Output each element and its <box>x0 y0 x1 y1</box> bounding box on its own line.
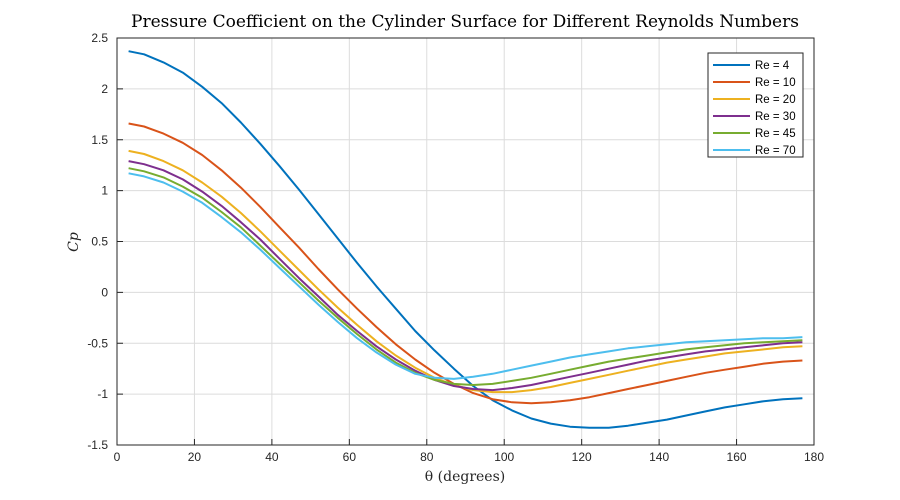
tick-labels: 0 20 40 60 80 100 120 140 160 180 2.5 2 1.5 1 0.5 0 -0.5… <box>87 31 824 464</box>
y-tick-label: -1 <box>97 387 108 401</box>
legend: Re = 4 Re = 10 Re = 20 Re = 30 Re = 45 Re = 7… <box>707 52 804 158</box>
y-tick-label: 0.5 <box>91 235 108 249</box>
legend-box <box>707 52 804 158</box>
series-layer <box>128 50 803 429</box>
x-axis-label: θ (degrees) <box>425 469 505 485</box>
legend-label-3: Re = 30 <box>755 111 796 123</box>
x-tick-label: 0 <box>114 450 121 464</box>
x-tick-label: 180 <box>804 450 824 464</box>
y-tick-label: -0.5 <box>87 336 108 350</box>
series-line-3 <box>128 160 803 392</box>
legend-label-4: Re = 45 <box>755 128 796 140</box>
x-tick-label: 40 <box>265 450 279 464</box>
series-line-4 <box>128 167 803 386</box>
legend-label-5: Re = 70 <box>755 145 796 157</box>
y-tick-label: 2 <box>101 82 108 96</box>
y-tick-label: 1 <box>101 184 108 198</box>
x-tick-label: 60 <box>343 450 357 464</box>
x-tick-label: 20 <box>188 450 202 464</box>
x-tick-label: 160 <box>727 450 747 464</box>
chart-title: Pressure Coefficient on the Cylinder Sur… <box>131 12 799 32</box>
legend-label-2: Re = 20 <box>755 94 796 106</box>
x-tick-label: 140 <box>649 450 669 464</box>
series-line-5 <box>128 172 803 380</box>
y-tick-label: -1.5 <box>87 438 108 452</box>
y-tick-label: 2.5 <box>91 31 108 45</box>
legend-label-0: Re = 4 <box>755 60 790 72</box>
x-tick-label: 80 <box>420 450 434 464</box>
y-tick-label: 0 <box>101 285 108 299</box>
legend-label-1: Re = 10 <box>755 77 796 89</box>
y-tick-label: 1.5 <box>91 133 108 147</box>
x-tick-label: 120 <box>572 450 592 464</box>
ticks <box>116 37 815 446</box>
y-axis-label: Cp <box>66 232 82 252</box>
x-tick-label: 100 <box>494 450 514 464</box>
